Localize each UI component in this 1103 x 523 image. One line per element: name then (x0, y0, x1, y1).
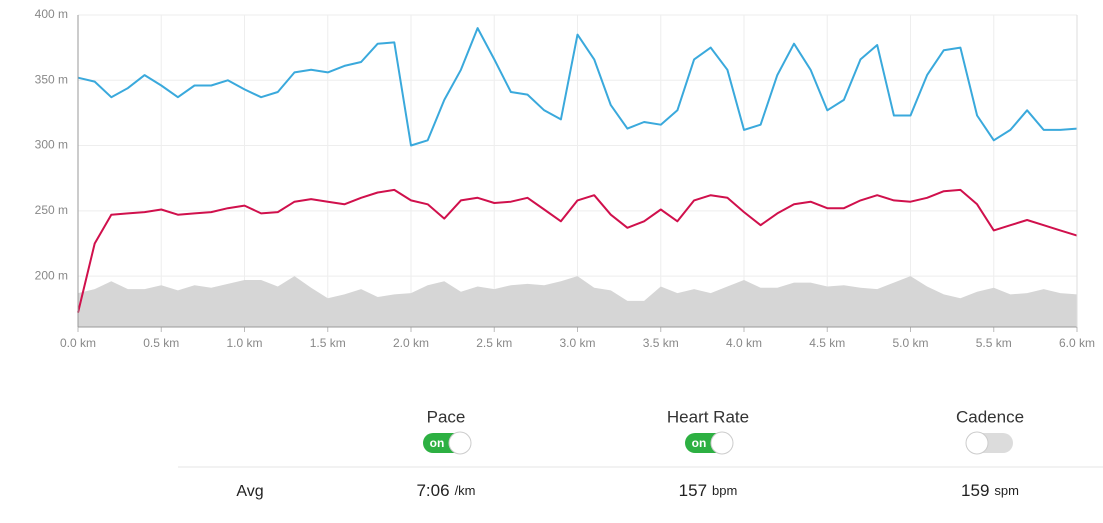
x-tick-label: 2.0 km (393, 336, 429, 350)
row-label: Avg (236, 483, 263, 500)
y-tick-label: 400 m (35, 7, 68, 21)
toggle-text: on (692, 436, 707, 450)
x-tick-label: 3.5 km (643, 336, 679, 350)
y-tick-label: 200 m (35, 268, 68, 282)
toggle-label: Cadence (956, 407, 1024, 426)
toggle-knob (965, 431, 989, 455)
toggle[interactable]: on (423, 431, 472, 455)
x-tick-label: 3.0 km (559, 336, 595, 350)
stat-value: 7:06 (416, 481, 449, 500)
toggle-label: Heart Rate (667, 407, 749, 426)
toggle-knob (710, 431, 734, 455)
toggle-text: on (430, 436, 445, 450)
stat-unit: bpm (712, 483, 737, 498)
y-tick-label: 350 m (35, 72, 68, 86)
line (77, 188, 1078, 313)
x-tick-label: 5.5 km (976, 336, 1012, 350)
stat-value: 159 (961, 481, 989, 500)
x-tick-label: 4.5 km (809, 336, 845, 350)
stat-value: 157 (679, 481, 707, 500)
stat: 159 spm (961, 481, 1019, 500)
x-tick-label: 4.0 km (726, 336, 762, 350)
y-tick-label: 250 m (35, 203, 68, 217)
stat: 7:06/km (416, 481, 475, 500)
stat-unit: spm (994, 483, 1019, 498)
toggle[interactable] (965, 431, 1013, 455)
x-tick-label: 2.5 km (476, 336, 512, 350)
x-tick-label: 6.0 km (1059, 336, 1095, 350)
x-tick-label: 1.5 km (310, 336, 346, 350)
x-tick-label: 1.0 km (226, 336, 262, 350)
stat-unit: /km (455, 483, 476, 498)
stat: 157 bpm (679, 481, 738, 500)
line (77, 27, 1078, 147)
x-tick-label: 0.0 km (60, 336, 96, 350)
x-tick-label: 0.5 km (143, 336, 179, 350)
toggle[interactable]: on (685, 431, 734, 455)
toggle-knob (448, 431, 472, 455)
y-tick-label: 300 m (35, 138, 68, 152)
x-tick-label: 5.0 km (892, 336, 928, 350)
area (78, 276, 1077, 327)
toggle-label: Pace (427, 407, 466, 426)
